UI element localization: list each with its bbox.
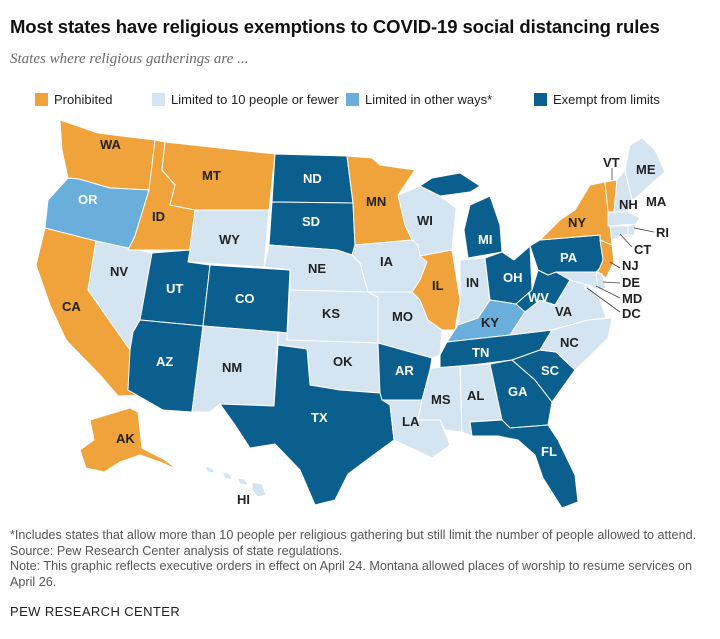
label-SD: SD bbox=[302, 214, 320, 229]
chart-subtitle: States where religious gatherings are ..… bbox=[10, 51, 249, 67]
state-NJ bbox=[597, 239, 615, 279]
label-IL: IL bbox=[432, 278, 444, 293]
label-MN: MN bbox=[366, 194, 386, 209]
label-ME: ME bbox=[636, 162, 656, 177]
label-TX: TX bbox=[311, 410, 328, 425]
label-VT: VT bbox=[603, 155, 620, 170]
legend-label-limited-10: Limited to 10 people or fewer bbox=[171, 91, 339, 107]
label-CA: CA bbox=[62, 299, 81, 314]
us-states-map: WA OR CA NV ID MT WY UT CO AZ NM ND SD N… bbox=[35, 119, 669, 509]
label-NM: NM bbox=[222, 360, 242, 375]
label-MD: MD bbox=[622, 291, 642, 306]
leader-NJ bbox=[609, 261, 621, 269]
label-PA: PA bbox=[560, 250, 578, 265]
label-NE: NE bbox=[308, 261, 326, 276]
label-AR: AR bbox=[395, 363, 414, 378]
label-UT: UT bbox=[166, 281, 183, 296]
footnote: *Includes states that allow more than 10… bbox=[10, 528, 697, 542]
label-VA: VA bbox=[555, 304, 573, 319]
label-LA: LA bbox=[402, 414, 420, 429]
legend-item-exempt: Exempt from limits bbox=[534, 89, 660, 109]
state-IL bbox=[411, 249, 461, 331]
legend-item-limited-other: Limited in other ways* bbox=[346, 89, 492, 109]
label-RI: RI bbox=[656, 225, 669, 240]
label-HI: HI bbox=[237, 492, 250, 507]
legend-swatch-exempt bbox=[534, 92, 547, 106]
label-NY: NY bbox=[568, 215, 586, 230]
legend-swatch-prohibited bbox=[35, 92, 48, 106]
state-NY bbox=[539, 181, 613, 246]
label-KY: KY bbox=[481, 315, 499, 330]
state-TX bbox=[219, 344, 395, 506]
state-NH bbox=[613, 169, 633, 213]
label-WI: WI bbox=[417, 213, 433, 228]
label-FL: FL bbox=[541, 444, 557, 459]
legend-item-limited-10: Limited to 10 people or fewer bbox=[152, 89, 339, 109]
label-NH: NH bbox=[619, 197, 638, 212]
label-WA: WA bbox=[100, 137, 122, 152]
chart-title: Most states have religious exemptions to… bbox=[10, 16, 660, 37]
legend-label-prohibited: Prohibited bbox=[54, 91, 113, 107]
legend: Prohibited Limited to 10 people or fewer… bbox=[35, 89, 715, 109]
label-OR: OR bbox=[78, 192, 98, 207]
state-FL bbox=[469, 419, 579, 509]
leader-DC bbox=[586, 287, 621, 313]
label-DC: DC bbox=[622, 306, 641, 321]
label-SC: SC bbox=[541, 363, 560, 378]
label-MI: MI bbox=[478, 232, 492, 247]
state-MA bbox=[607, 211, 641, 227]
notes-block: *Includes states that allow more than 10… bbox=[10, 528, 715, 590]
label-IN: IN bbox=[466, 275, 479, 290]
legend-swatch-limited-other bbox=[346, 92, 359, 106]
label-MS: MS bbox=[431, 392, 451, 407]
label-CO: CO bbox=[235, 291, 255, 306]
state-RI bbox=[627, 223, 637, 237]
leader-CT bbox=[619, 233, 633, 248]
legend-item-prohibited: Prohibited bbox=[35, 89, 113, 109]
leader-RI bbox=[633, 227, 655, 233]
label-AK: AK bbox=[116, 431, 135, 446]
label-DE: DE bbox=[622, 275, 640, 290]
label-WY: WY bbox=[219, 232, 240, 247]
label-AL: AL bbox=[467, 388, 484, 403]
label-KS: KS bbox=[322, 306, 340, 321]
label-CT: CT bbox=[634, 242, 651, 257]
state-HI bbox=[204, 465, 267, 498]
state-MD bbox=[555, 271, 599, 291]
label-ND: ND bbox=[303, 171, 322, 186]
org-credit: PEW RESEARCH CENTER bbox=[10, 604, 181, 619]
leader-DE bbox=[602, 281, 621, 284]
label-MA: MA bbox=[646, 194, 667, 209]
state-AK bbox=[79, 407, 179, 473]
label-MT: MT bbox=[202, 168, 221, 183]
legend-swatch-limited-10 bbox=[152, 92, 165, 106]
label-NV: NV bbox=[110, 264, 128, 279]
label-AZ: AZ bbox=[156, 354, 173, 369]
label-NJ: NJ bbox=[622, 258, 639, 273]
label-GA: GA bbox=[508, 384, 528, 399]
label-ID: ID bbox=[152, 209, 165, 224]
label-MO: MO bbox=[392, 309, 413, 324]
leader-lines bbox=[586, 168, 655, 313]
label-IA: IA bbox=[380, 254, 394, 269]
leader-MD bbox=[595, 285, 621, 299]
legend-label-limited-other: Limited in other ways* bbox=[365, 91, 493, 107]
label-OH: OH bbox=[503, 270, 523, 285]
label-WV: WV bbox=[528, 290, 549, 305]
legend-label-exempt: Exempt from limits bbox=[553, 91, 660, 107]
source-note: Source: Pew Research Center analysis of … bbox=[10, 543, 343, 558]
state-CT bbox=[609, 225, 629, 241]
label-TN: TN bbox=[472, 345, 489, 360]
label-OK: OK bbox=[333, 354, 353, 369]
label-NC: NC bbox=[560, 335, 579, 350]
note-text: Note: This graphic reflects executive or… bbox=[10, 559, 693, 589]
state-ME bbox=[624, 137, 666, 201]
